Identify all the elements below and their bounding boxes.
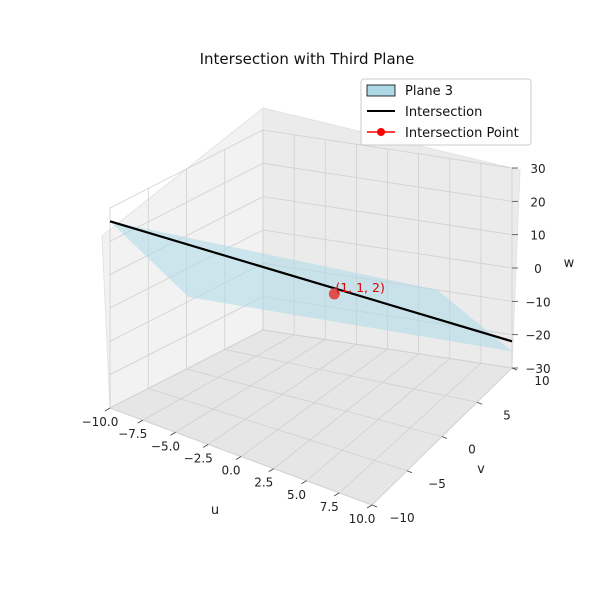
legend-box (360, 78, 532, 146)
z-tick-label: 30 (530, 162, 545, 176)
y-axis-label: v (477, 462, 485, 477)
y-tick-label: 10 (534, 374, 549, 388)
grid-line-w (109, 162, 513, 242)
z-tick-label: −20 (525, 329, 550, 343)
y-tick-label: −5 (428, 477, 446, 491)
legend-label-intersection: Intersection (405, 105, 482, 120)
x-tick-label: 10.0 (349, 512, 376, 526)
z-tick-label: −30 (525, 362, 550, 376)
x-tick-mark (301, 480, 307, 485)
intersection-point-label: (1, 1, 2) (335, 280, 385, 295)
z-tick-label: 0 (534, 262, 542, 276)
legend-label-plane: Plane 3 (405, 84, 453, 99)
plane-3-surface (110, 221, 512, 352)
x-tick-label: −7.5 (118, 427, 147, 441)
x-tick-label: 2.5 (254, 476, 273, 490)
z-axis-label: w (564, 256, 575, 271)
x-tick-mark (203, 444, 209, 448)
x-tick-label: 0.0 (221, 464, 240, 478)
x-tick-label: 5.0 (287, 488, 306, 502)
y-tick-mark (476, 401, 483, 405)
y-tick-mark (371, 504, 378, 508)
z-tick-label: −10 (525, 295, 550, 309)
tick-marks (104, 167, 518, 509)
chart-title: Intersection with Third Plane (200, 50, 415, 68)
x-tick-mark (268, 468, 274, 472)
grid-line-w (109, 129, 513, 209)
x-axis-label: u (211, 503, 219, 518)
x-tick-mark (137, 419, 143, 424)
legend-label-point: Intersection Point (405, 126, 519, 141)
x-tick-label: −2.5 (184, 451, 213, 465)
y-tick-mark (406, 470, 413, 474)
y-tick-label: 0 (468, 443, 476, 457)
x-tick-mark (104, 407, 111, 412)
legend-plane-swatch (366, 84, 396, 97)
grid-line-w (109, 229, 513, 309)
x-tick-mark (235, 456, 242, 460)
x-tick-label: 7.5 (320, 500, 339, 514)
z-tick-label: 10 (530, 229, 545, 243)
intersection-line (109, 220, 513, 343)
grid-line-w (109, 329, 513, 409)
x-tick-mark (170, 431, 176, 436)
y-tick-mark (441, 436, 448, 439)
intersection-point-marker (328, 288, 340, 300)
y-tick-label: 5 (503, 408, 511, 422)
x-tick-mark (334, 492, 340, 497)
x-tick-mark (366, 504, 373, 509)
tick-labels: −10.0−7.5 −5.0 −2.5 0.0 2.5 5.0 7.5 10.0 −10 −5 0 5… (82, 162, 551, 526)
legend-point-swatch-marker (377, 128, 385, 136)
y-tick-label: −10 (389, 511, 414, 525)
z-tick-label: 20 (530, 195, 545, 209)
x-tick-label: −10.0 (82, 415, 119, 429)
legend: Plane 3 Intersection Intersection Point (360, 78, 532, 146)
x-tick-label: −5.0 (151, 439, 180, 453)
